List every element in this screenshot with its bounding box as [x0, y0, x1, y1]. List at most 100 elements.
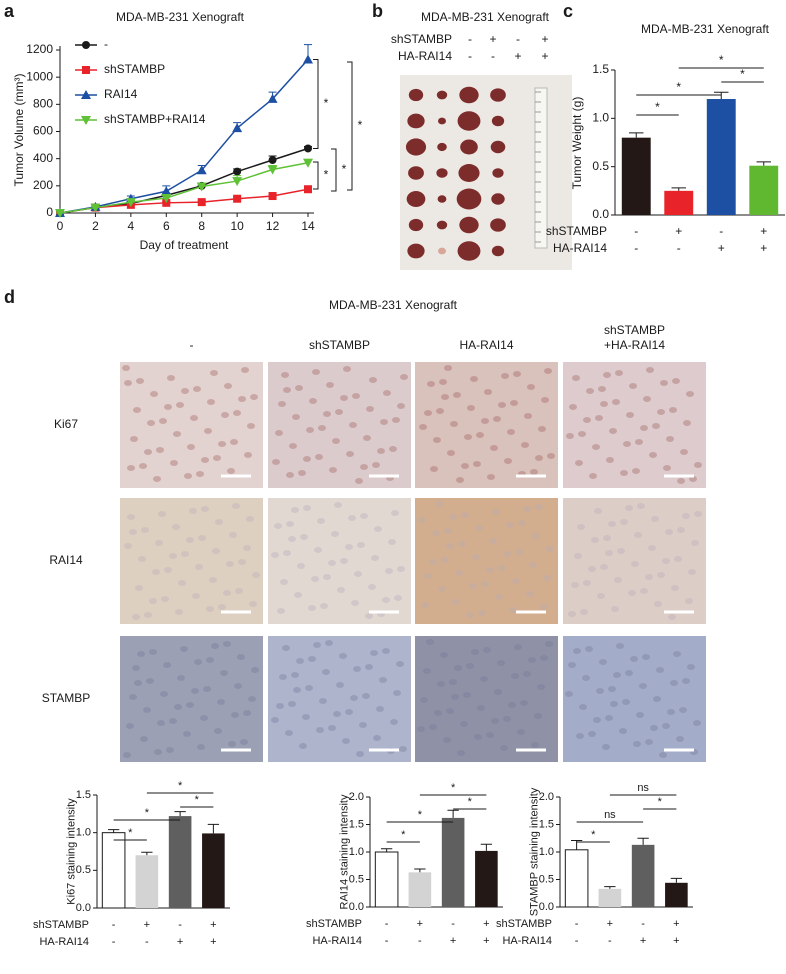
- cell: [478, 610, 486, 616]
- cell: [155, 540, 163, 546]
- cell: [218, 604, 226, 610]
- cell: [325, 640, 333, 646]
- y-tick-label: 0.5: [76, 864, 91, 876]
- cell: [337, 587, 345, 593]
- cell: [543, 575, 551, 581]
- panel-label: d: [4, 287, 15, 307]
- y-tick-label: 1.5: [76, 789, 91, 801]
- cell: [588, 731, 596, 737]
- data-point: [268, 192, 277, 201]
- condition-sign: -: [385, 918, 389, 930]
- y-tick-label: 1.5: [539, 818, 554, 830]
- cell: [161, 596, 169, 602]
- cell: [640, 588, 648, 594]
- cell: [455, 570, 463, 576]
- bar: [168, 816, 192, 908]
- cell: [545, 641, 553, 647]
- cell: [620, 519, 628, 525]
- cell: [278, 401, 286, 407]
- tumor: [405, 138, 427, 156]
- legend-marker: [81, 90, 91, 99]
- condition-sign: +: [607, 918, 613, 930]
- cell: [579, 704, 587, 710]
- cell: [544, 368, 552, 374]
- cell: [149, 598, 157, 604]
- cell: [649, 452, 657, 458]
- cell: [513, 371, 521, 377]
- cell: [129, 529, 137, 535]
- cell: [435, 501, 443, 507]
- cell: [666, 436, 674, 442]
- cell: [594, 508, 602, 514]
- y-tick-label: 1.5: [592, 62, 609, 76]
- cell: [339, 653, 347, 659]
- cell: [298, 470, 306, 476]
- y-tick-label: 200: [33, 178, 53, 192]
- data-point: [303, 158, 313, 168]
- cell: [223, 590, 231, 596]
- cell: [306, 427, 314, 433]
- cell: [238, 559, 246, 565]
- cell: [583, 580, 591, 586]
- cell: [650, 725, 658, 731]
- condition-sign: +: [210, 919, 216, 931]
- data-point: [55, 209, 65, 218]
- cell: [424, 573, 432, 579]
- cell: [286, 521, 294, 527]
- cell: [421, 602, 429, 608]
- significance-label: ns: [637, 782, 649, 794]
- cell: [232, 503, 240, 509]
- cell: [694, 462, 702, 468]
- error-bar: [756, 161, 771, 166]
- y-axis-label: STAMBP staining intensity: [529, 787, 541, 916]
- error-bar: [174, 811, 186, 817]
- cell: [432, 530, 440, 536]
- cell: [540, 604, 548, 610]
- y-tick-label: 2.0: [349, 791, 364, 803]
- cell: [481, 418, 489, 424]
- cell: [323, 574, 331, 580]
- cell: [127, 514, 135, 520]
- cell: [127, 465, 135, 471]
- cell: [613, 672, 621, 678]
- cell: [328, 725, 336, 731]
- ihc-image: [268, 636, 411, 762]
- cell: [682, 513, 690, 519]
- cell: [520, 700, 528, 706]
- cell: [303, 505, 311, 511]
- cell: [602, 744, 610, 750]
- cell: [598, 386, 606, 392]
- cell: [625, 505, 633, 511]
- cell: [583, 417, 591, 423]
- condition-label: HA-RAI14: [312, 935, 362, 947]
- cell: [569, 404, 577, 410]
- cell: [249, 601, 257, 607]
- cell: [377, 448, 385, 454]
- cell: [351, 600, 359, 606]
- tumor: [459, 216, 479, 234]
- cell: [540, 655, 548, 661]
- cell: [379, 677, 387, 683]
- cell: [230, 439, 238, 445]
- tumor: [491, 193, 505, 205]
- cell: [203, 686, 211, 692]
- cell: [614, 577, 622, 583]
- cell: [382, 648, 390, 654]
- cell: [623, 441, 631, 447]
- cell: [237, 654, 245, 660]
- cell: [397, 403, 405, 409]
- cell: [663, 465, 671, 471]
- cell: [343, 366, 351, 372]
- cell: [498, 402, 506, 408]
- x-tick-label: 14: [301, 219, 315, 233]
- cell: [286, 472, 294, 478]
- cell: [480, 676, 488, 682]
- bar: [621, 137, 651, 215]
- cell: [240, 739, 248, 745]
- cell: [683, 420, 691, 426]
- condition-sign: +: [210, 936, 216, 948]
- cell: [234, 683, 242, 689]
- cell: [158, 511, 166, 517]
- condition-sign: -: [385, 935, 389, 947]
- tumor: [460, 139, 478, 155]
